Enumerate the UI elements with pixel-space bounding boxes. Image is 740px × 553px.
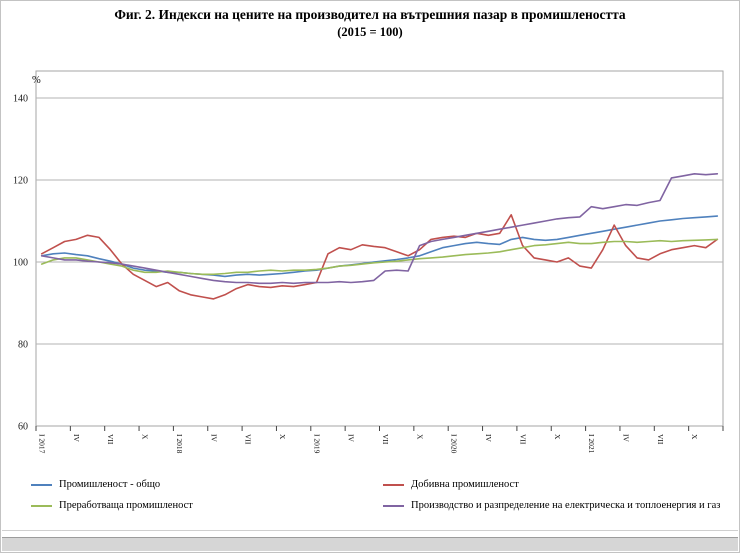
chart-bottom-divider — [2, 530, 738, 531]
svg-text:IV: IV — [209, 434, 218, 442]
svg-text:VII: VII — [381, 434, 390, 445]
svg-text:I 2017: I 2017 — [38, 434, 47, 454]
svg-text:VII: VII — [106, 434, 115, 445]
legend-item-mining: Добивна промишленост — [383, 479, 725, 490]
svg-text:X: X — [690, 434, 699, 440]
legend-item-industry-total: Промишленост - общо — [31, 479, 383, 490]
chart-subtitle: (2015 = 100) — [337, 25, 403, 39]
svg-text:60: 60 — [18, 422, 28, 433]
svg-text:140: 140 — [13, 94, 28, 105]
legend-label: Производство и разпределение на електрич… — [411, 500, 721, 511]
legend-line-icon — [383, 483, 404, 486]
legend-label: Промишленост - общо — [59, 479, 161, 490]
legend: Промишленост - общо Добивна промишленост… — [31, 479, 725, 511]
svg-text:I 2021: I 2021 — [587, 434, 596, 454]
svg-text:80: 80 — [18, 340, 28, 351]
svg-text:VII: VII — [244, 434, 253, 445]
svg-text:X: X — [553, 434, 562, 440]
svg-text:X: X — [415, 434, 424, 440]
svg-text:120: 120 — [13, 176, 28, 187]
legend-item-manufacturing: Преработваща промишленост — [31, 500, 383, 511]
svg-text:VII: VII — [656, 434, 665, 445]
legend-item-electricity-gas: Производство и разпределение на електрич… — [383, 500, 725, 511]
svg-text:I 2020: I 2020 — [450, 434, 459, 454]
legend-line-icon — [31, 504, 52, 507]
legend-label: Преработваща промишленост — [59, 500, 193, 511]
svg-text:%: % — [32, 75, 41, 86]
legend-label: Добивна промишленост — [411, 479, 519, 490]
svg-text:I 2019: I 2019 — [312, 434, 321, 454]
svg-text:X: X — [141, 434, 150, 440]
svg-text:X: X — [278, 434, 287, 440]
legend-line-icon — [383, 504, 404, 507]
svg-text:I 2018: I 2018 — [175, 434, 184, 454]
svg-text:IV: IV — [347, 434, 356, 442]
legend-line-icon — [31, 483, 52, 486]
svg-text:IV: IV — [72, 434, 81, 442]
footer-bar — [2, 537, 738, 551]
svg-text:IV: IV — [484, 434, 493, 442]
chart-title: Фиг. 2. Индекси на цените на производите… — [114, 7, 626, 22]
svg-text:IV: IV — [621, 434, 630, 442]
svg-text:100: 100 — [13, 258, 28, 269]
svg-text:VII: VII — [518, 434, 527, 445]
